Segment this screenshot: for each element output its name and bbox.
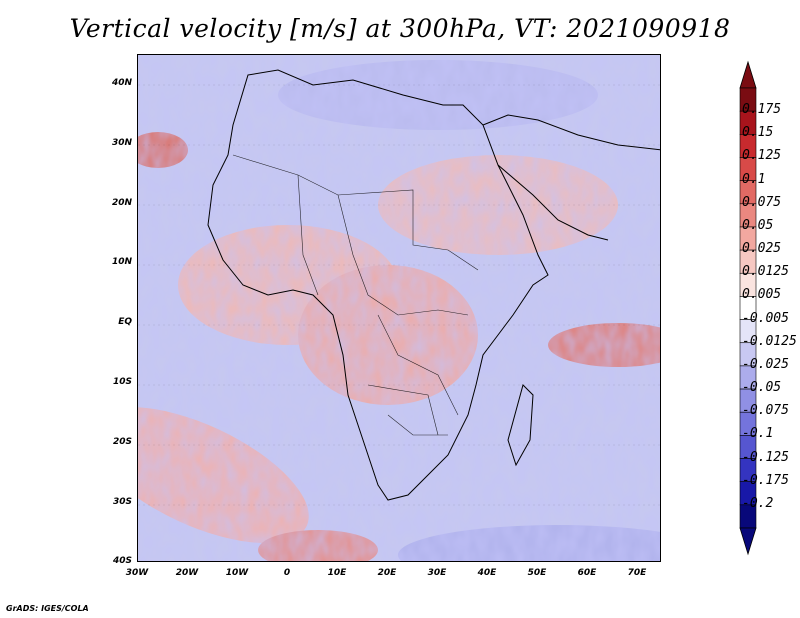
colorbar [739, 60, 757, 556]
lon-label: 60E [577, 568, 597, 578]
lat-label: 10S [112, 377, 132, 387]
lon-label: 20E [377, 568, 397, 578]
map-panel [137, 54, 661, 562]
lat-label: 20N [111, 197, 132, 208]
gridlines [138, 84, 660, 506]
lon-label: 20W [175, 568, 199, 578]
coastlines [207, 69, 660, 501]
colorbar-label: -0.125 [742, 449, 789, 465]
colorbar-label: -0.2 [742, 495, 774, 511]
lat-label: 30S [112, 496, 132, 507]
colorbar-label: 0.15 [742, 125, 774, 141]
colorbar-label: -0.005 [742, 310, 789, 326]
colorbar-label: -0.0125 [742, 333, 797, 349]
colorbar-label: -0.1 [742, 426, 774, 442]
lon-label: 10E [327, 568, 347, 578]
lon-label: 40E [477, 568, 497, 578]
lat-label: 30N [111, 137, 132, 148]
borders [232, 154, 479, 436]
chart-title: Vertical velocity [m/s] at 300hPa, VT: 2… [69, 14, 731, 43]
colorbar-label: 0.0125 [742, 264, 789, 280]
map-field [138, 55, 660, 561]
colorbar-label: 0.05 [742, 217, 774, 233]
colorbar-arrow-bottom [739, 527, 757, 556]
lon-label: 30W [125, 568, 149, 578]
colorbar-label: -0.175 [742, 472, 789, 488]
colorbar-label: 0.005 [742, 287, 782, 303]
lat-label: EQ [118, 317, 132, 328]
lat-label: 20S [112, 436, 132, 447]
lon-label: 10W [225, 568, 249, 578]
colorbar-arrow-top [739, 60, 757, 89]
colorbar-label: 0.075 [742, 194, 782, 210]
colorbar-label: 0.1 [742, 171, 766, 187]
lon-label: 70E [627, 568, 647, 578]
footer-credit: GrADS: IGES/COLA [6, 604, 89, 613]
lon-label: 30E [427, 568, 447, 578]
lat-label: 10N [111, 257, 132, 268]
colorbar-label: 0.125 [742, 148, 782, 164]
lon-label: 50E [527, 568, 547, 578]
lat-label: 40N [111, 78, 132, 88]
lon-label: 0 [283, 568, 291, 578]
colorbar-label: -0.025 [742, 356, 789, 372]
lat-label: 40S [112, 556, 132, 567]
colorbar-label: 0.025 [742, 241, 782, 257]
colorbar-label: -0.05 [742, 380, 782, 396]
colorbar-label: -0.075 [742, 403, 789, 419]
colorbar-label: 0.175 [742, 102, 782, 118]
noise-texture [138, 55, 660, 561]
